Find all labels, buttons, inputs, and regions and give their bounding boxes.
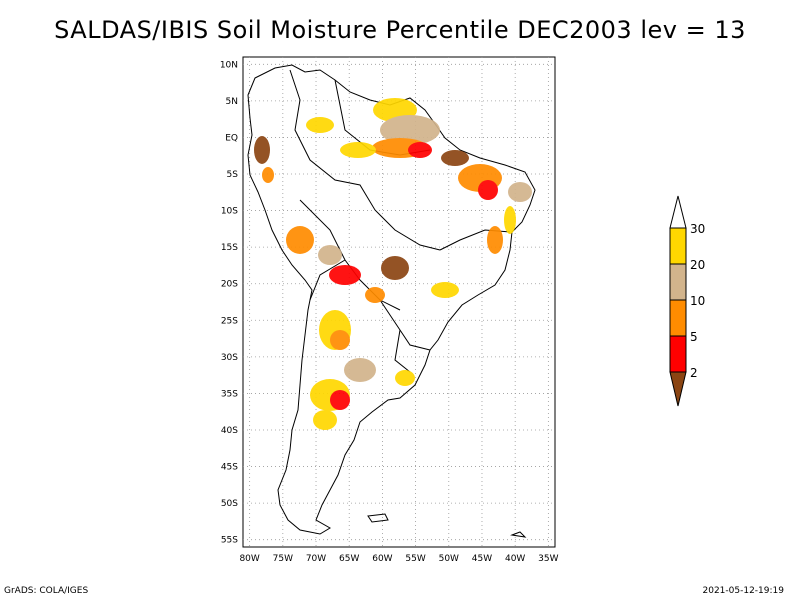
lat-tick-label: 10N (220, 60, 238, 70)
colorbar-2-5 (669, 335, 687, 373)
legend-label-20: 20 (690, 258, 705, 272)
legend-label-10: 10 (690, 294, 705, 308)
lon-tick-label: 60W (372, 554, 392, 564)
lon-tick-label: 35W (538, 554, 558, 564)
lon-tick-label: 50W (439, 554, 459, 564)
lon-tick-label: 65W (339, 554, 359, 564)
map-title: SALDAS/IBIS Soil Moisture Percentile DEC… (54, 16, 746, 44)
lat-tick-label: 20S (221, 280, 238, 290)
legend-label-5: 5 (690, 330, 698, 344)
lon-tick-label: 45W (472, 554, 492, 564)
legend-label-2: 2 (690, 366, 698, 380)
lat-tick-label: 30S (221, 353, 238, 363)
colorbar-above-30 (669, 195, 687, 229)
percentile-shading (254, 98, 532, 430)
lat-tick-label: 5N (226, 97, 238, 107)
lon-tick-label: 40W (505, 554, 525, 564)
footer-timestamp: 2021-05-12-19:19 (702, 586, 785, 596)
colorbar-5-10 (669, 299, 687, 337)
lat-tick-label: EQ (225, 133, 238, 143)
lat-tick-label: 10S (221, 207, 238, 217)
lon-tick-label: 80W (239, 554, 259, 564)
lat-tick-label: 45S (221, 463, 238, 473)
longitude-labels: 80W 75W 70W 65W 60W 55W 50W 45W 40W 35W (239, 554, 558, 564)
lon-tick-label: 75W (273, 554, 293, 564)
colorbar-legend: 30 20 10 5 2 (669, 195, 705, 407)
colorbar-below-2 (669, 371, 687, 407)
lat-tick-label: 55S (221, 536, 238, 546)
footer-credit: GrADS: COLA/IGES (4, 586, 89, 596)
lat-tick-label: 40S (221, 426, 238, 436)
colorbar-10-20 (669, 263, 687, 301)
lat-tick-label: 5S (227, 170, 239, 180)
latitude-labels: 10N 5N EQ 5S 10S 15S 20S 25S 30S 35S 40S 45S 50S 55S (220, 60, 238, 545)
lat-tick-label: 35S (221, 389, 238, 399)
lon-tick-label: 55W (405, 554, 425, 564)
lat-tick-label: 15S (221, 243, 238, 253)
lon-tick-label: 70W (306, 554, 326, 564)
lat-tick-label: 25S (221, 316, 238, 326)
legend-label-30: 30 (690, 222, 705, 236)
lat-tick-label: 50S (221, 499, 238, 509)
colorbar-20-30 (669, 227, 687, 265)
